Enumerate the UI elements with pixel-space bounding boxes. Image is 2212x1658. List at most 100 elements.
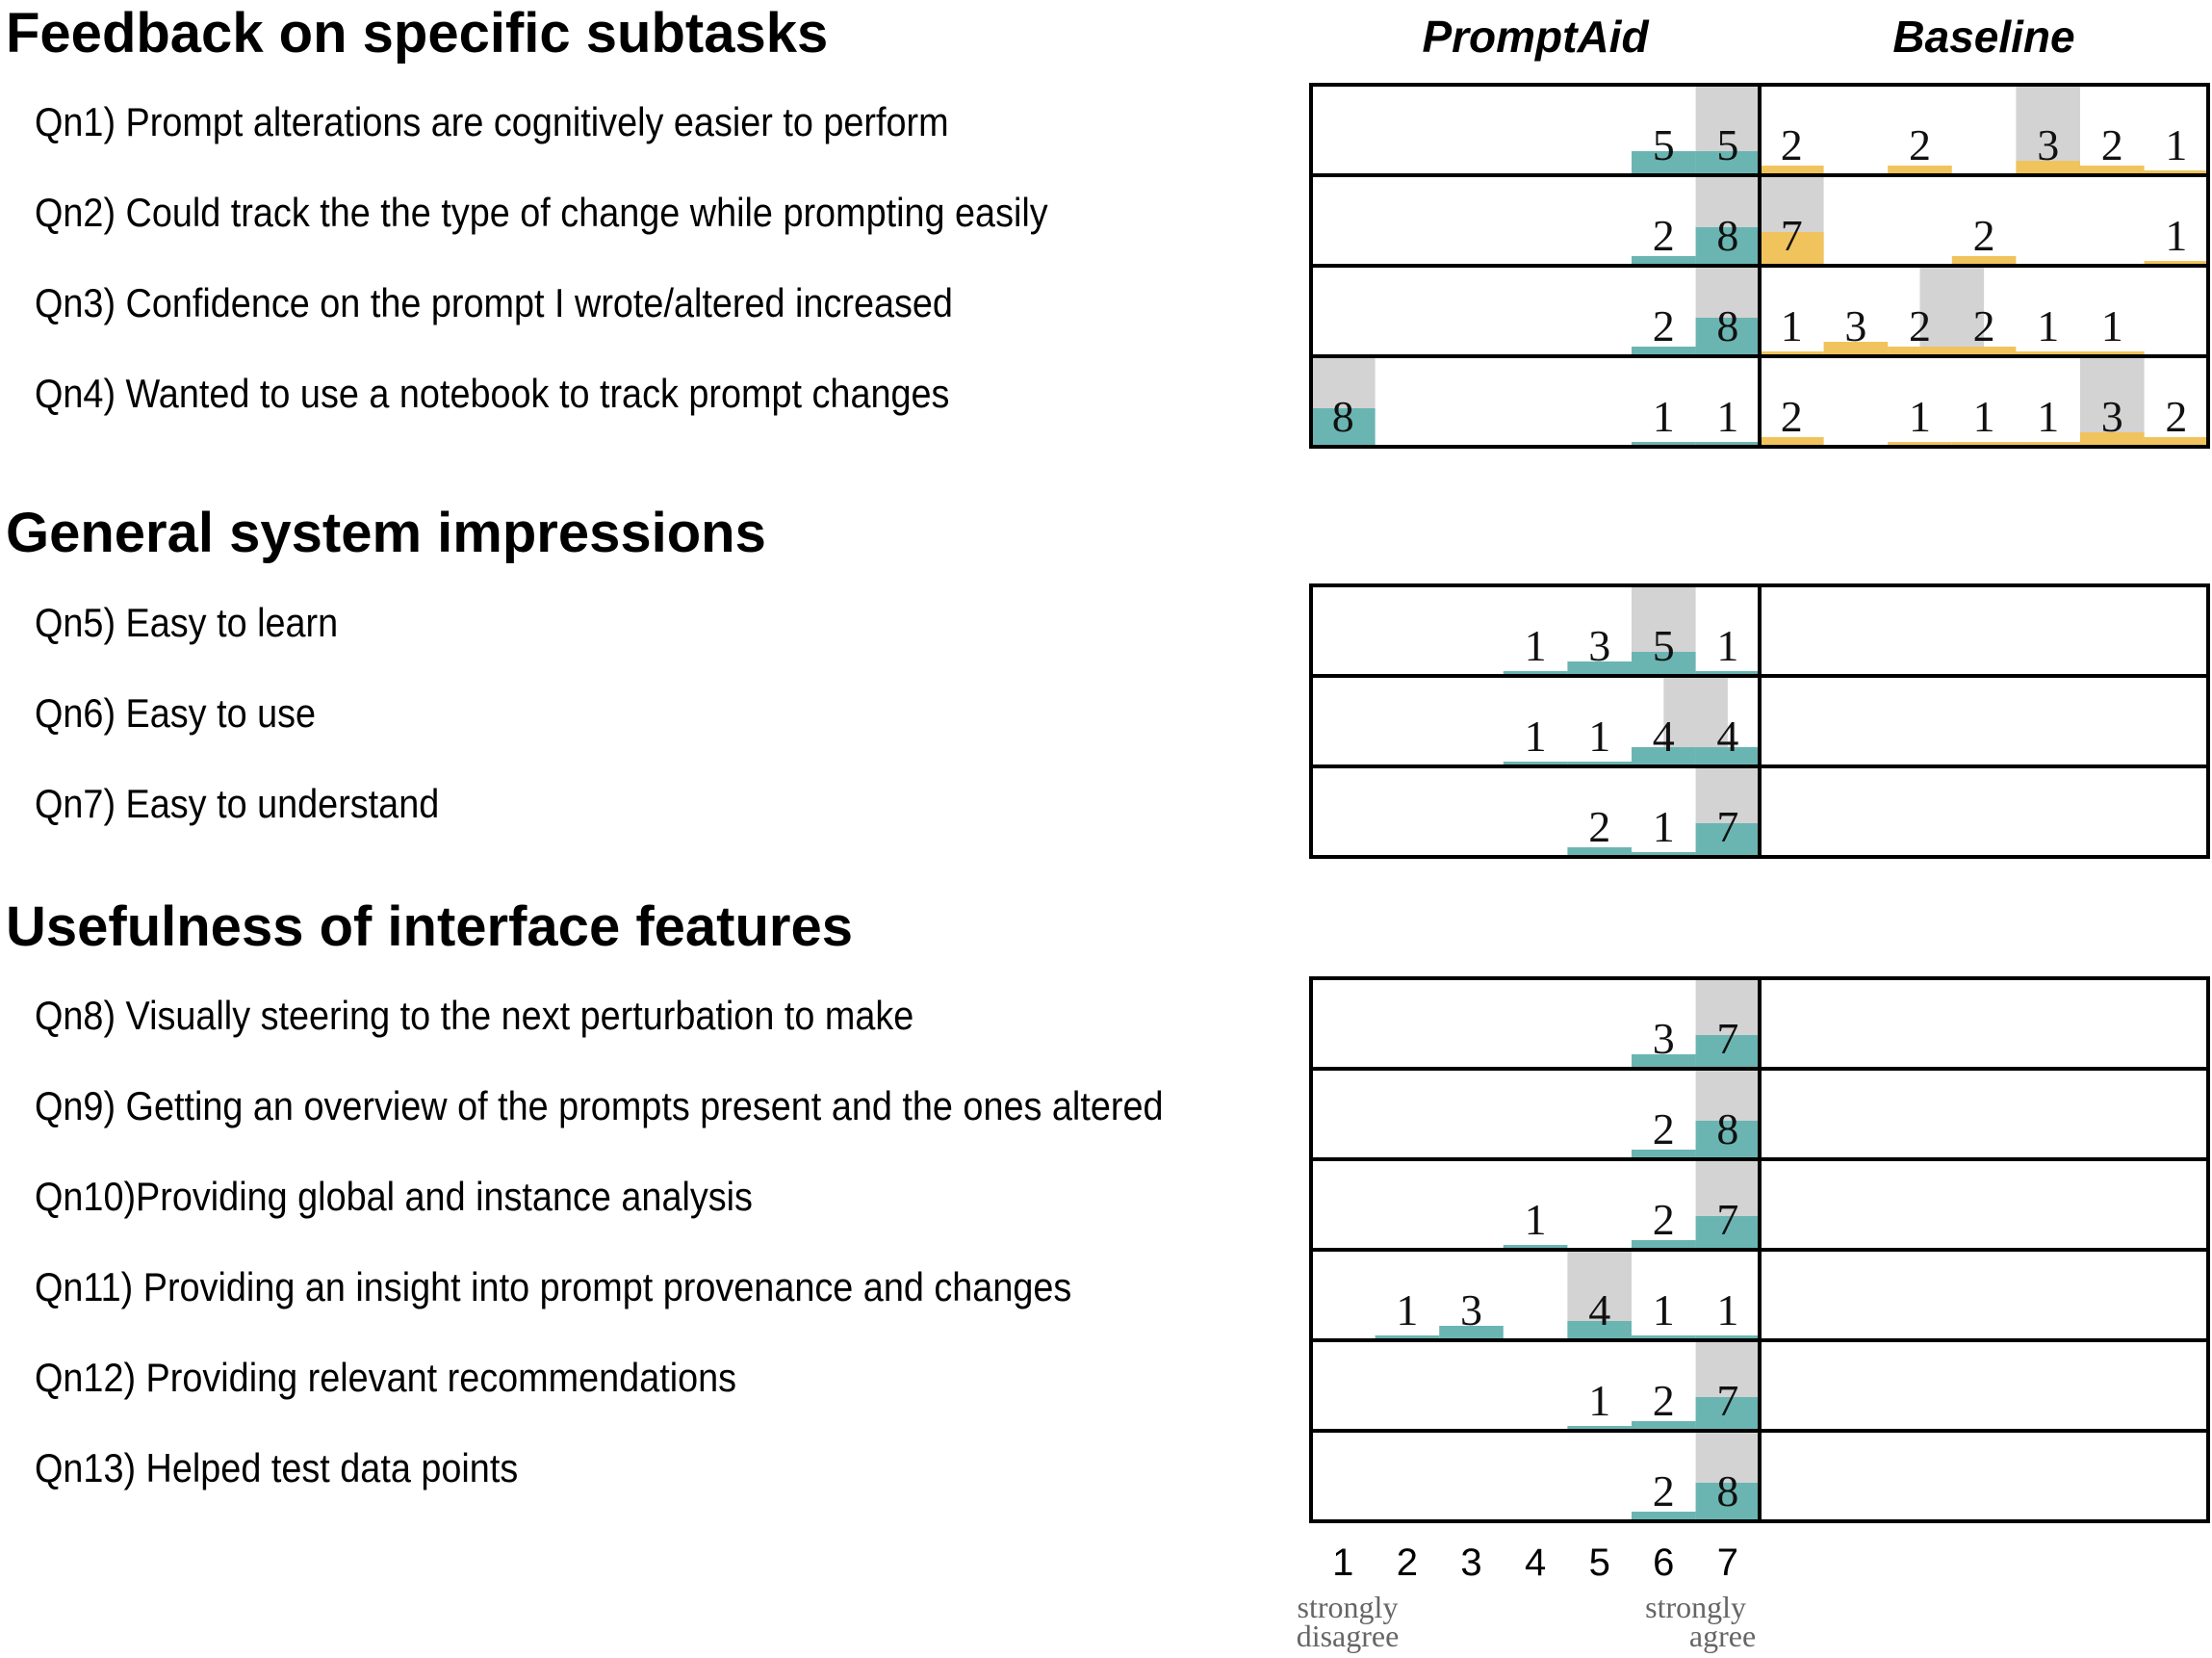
baseline-bar	[1888, 347, 1952, 356]
promptaid-bar	[1695, 1121, 1761, 1159]
question-label: Qn9) Getting an overview of the prompts …	[35, 1083, 1164, 1128]
promptaid-count-label: 1	[1588, 712, 1610, 761]
baseline-bar	[1951, 256, 2017, 266]
baseline-count-label: 1	[1973, 392, 1995, 441]
baseline-median-band	[2080, 356, 2145, 447]
promptaid-bar	[1632, 347, 1696, 356]
promptaid-bar	[1695, 1397, 1761, 1431]
promptaid-bar	[1695, 671, 1761, 676]
baseline-bar	[1951, 347, 2017, 356]
section-title: Usefulness of interface features	[6, 895, 853, 958]
promptaid-bar	[1632, 442, 1696, 447]
promptaid-bar	[1695, 151, 1761, 175]
question-label: Qn5) Easy to learn	[35, 600, 339, 645]
promptaid-bar	[1632, 1421, 1696, 1431]
baseline-count-label: 3	[2101, 392, 2123, 441]
promptaid-count-label: 2	[1653, 1376, 1675, 1425]
baseline-panel-title: Baseline	[1892, 12, 2075, 62]
scale-anchor-label: disagree	[1297, 1619, 1400, 1653]
question-label: Qn3) Confidence on the prompt I wrote/al…	[35, 280, 953, 325]
promptaid-count-label: 5	[1716, 120, 1738, 169]
promptaid-count-label: 2	[1653, 1195, 1675, 1244]
x-tick-label: 2	[1397, 1541, 1418, 1584]
promptaid-bar	[1632, 1150, 1696, 1159]
baseline-count-label: 2	[2101, 120, 2123, 169]
baseline-count-label: 2	[1909, 120, 1931, 169]
promptaid-bar	[1632, 1512, 1696, 1521]
baseline-count-label: 7	[1781, 211, 1803, 260]
baseline-bar	[1760, 351, 1824, 356]
baseline-bar	[2144, 437, 2209, 447]
baseline-count-label: 1	[2165, 211, 2187, 260]
question-label: Qn11) Providing an insight into prompt p…	[35, 1264, 1072, 1309]
promptaid-bar	[1567, 762, 1632, 766]
scale-anchor-label: strongly	[1298, 1590, 1399, 1624]
promptaid-count-label: 7	[1716, 1195, 1738, 1244]
question-label: Qn6) Easy to use	[35, 690, 317, 736]
promptaid-bar	[1695, 442, 1761, 447]
promptaid-count-label: 2	[1653, 1466, 1675, 1516]
promptaid-bar	[1632, 652, 1696, 676]
promptaid-bar	[1439, 1326, 1504, 1340]
promptaid-count-label: 1	[1716, 621, 1738, 670]
baseline-count-label: 2	[1909, 301, 1931, 350]
promptaid-row-frame	[1309, 764, 1762, 859]
promptaid-count-label: 8	[1716, 1104, 1738, 1153]
promptaid-count-label: 1	[1653, 1285, 1675, 1334]
question-label: Qn12) Providing relevant recommendations	[35, 1355, 737, 1400]
x-tick-label: 4	[1525, 1541, 1546, 1584]
promptaid-row-frame	[1309, 1429, 1762, 1523]
baseline-row-frame	[1758, 1429, 2210, 1523]
baseline-count-label: 2	[1781, 392, 1803, 441]
scale-anchor-label: strongly	[1645, 1590, 1746, 1624]
promptaid-row-frame	[1309, 1338, 1762, 1433]
baseline-count-label: 1	[2101, 301, 2123, 350]
promptaid-bar	[1503, 671, 1568, 676]
baseline-bar	[1888, 166, 1952, 175]
promptaid-row-frame	[1309, 264, 1762, 358]
promptaid-count-label: 8	[1716, 1466, 1738, 1516]
section-title: Feedback on specific subtasks	[6, 2, 829, 65]
baseline-count-label: 3	[1844, 301, 1866, 350]
baseline-bar	[2016, 351, 2080, 356]
promptaid-bar	[1567, 661, 1632, 676]
baseline-bar	[2144, 261, 2209, 266]
baseline-bar	[2016, 442, 2080, 447]
scale-anchor-label: agree	[1689, 1619, 1756, 1653]
promptaid-count-label: 5	[1653, 621, 1675, 670]
baseline-bar	[1888, 442, 1952, 447]
baseline-row-frame	[1758, 1157, 2210, 1252]
baseline-bar	[2080, 166, 2145, 175]
promptaid-count-label: 1	[1653, 392, 1675, 441]
promptaid-count-label: 2	[1653, 211, 1675, 260]
promptaid-row-frame	[1309, 173, 1762, 268]
promptaid-bar	[1503, 762, 1568, 766]
promptaid-count-label: 2	[1653, 1104, 1675, 1153]
promptaid-count-label: 7	[1716, 1014, 1738, 1063]
promptaid-bar	[1632, 151, 1696, 175]
baseline-count-label: 1	[2165, 120, 2187, 169]
promptaid-bar	[1695, 823, 1761, 857]
promptaid-bar	[1567, 1426, 1632, 1431]
promptaid-bar	[1695, 1035, 1761, 1069]
baseline-median-band	[2016, 85, 2080, 175]
promptaid-bar	[1503, 1245, 1568, 1250]
promptaid-bar	[1632, 747, 1696, 766]
promptaid-bar	[1632, 852, 1696, 857]
question-label: Qn1) Prompt alterations are cognitively …	[35, 99, 949, 144]
promptaid-count-label: 8	[1716, 301, 1738, 350]
question-label: Qn10)Providing global and instance analy…	[35, 1174, 753, 1219]
promptaid-count-label: 8	[1332, 392, 1354, 441]
promptaid-bar	[1632, 1240, 1696, 1250]
promptaid-count-label: 5	[1653, 120, 1675, 169]
question-label: Qn13) Helped test data points	[35, 1445, 519, 1490]
baseline-count-label: 2	[1781, 120, 1803, 169]
question-label: Qn7) Easy to understand	[35, 781, 440, 826]
promptaid-count-label: 3	[1653, 1014, 1675, 1063]
baseline-row-frame	[1758, 764, 2210, 859]
promptaid-count-label: 8	[1716, 211, 1738, 260]
promptaid-bar	[1567, 847, 1632, 857]
promptaid-count-label: 4	[1588, 1285, 1610, 1334]
promptaid-count-label: 2	[1588, 802, 1610, 851]
x-tick-label: 7	[1717, 1541, 1738, 1584]
